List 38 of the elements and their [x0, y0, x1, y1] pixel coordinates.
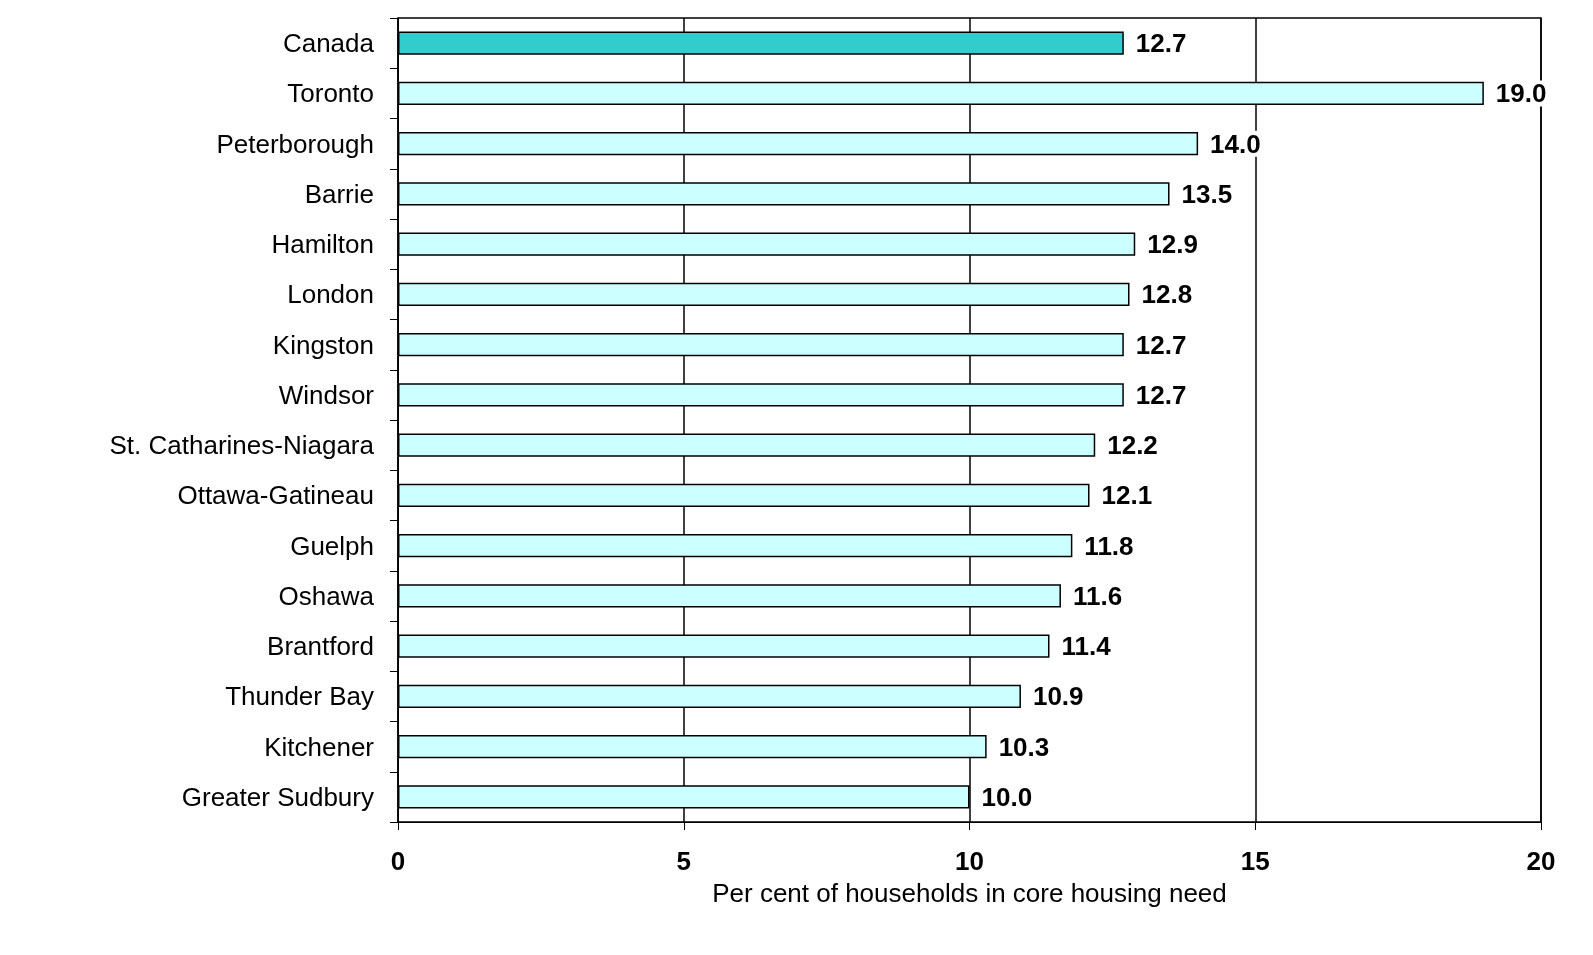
data-label: 12.1	[1101, 480, 1153, 511]
y-tick-label: Peterborough	[216, 128, 374, 159]
data-label: 12.7	[1135, 28, 1187, 59]
data-label: 12.8	[1141, 279, 1193, 310]
y-tick-label: Windsor	[278, 379, 375, 410]
data-label: 14.0	[1210, 128, 1261, 159]
x-tick-label: 20	[1526, 846, 1556, 876]
data-label: 12.9	[1147, 229, 1198, 260]
y-tick-label: Greater Sudbury	[181, 781, 374, 812]
data-label: 19.0	[1495, 78, 1547, 109]
y-tick-label: Canada	[282, 28, 375, 59]
data-label: 12.7	[1135, 329, 1187, 360]
data-label: 13.5	[1181, 178, 1233, 209]
y-tick-label: Oshawa	[278, 580, 375, 611]
data-label: 11.4	[1061, 631, 1112, 662]
x-tick-label: 5	[676, 846, 691, 876]
data-label: 11.6	[1072, 580, 1123, 611]
x-tick-label: 10	[955, 846, 984, 876]
x-tick-label: 15	[1240, 846, 1270, 876]
data-label: 12.2	[1107, 430, 1158, 461]
x-axis-title: Per cent of households in core housing need	[712, 878, 1227, 908]
y-tick-label: St. Catharines-Niagara	[109, 430, 375, 461]
y-tick-label: Guelph	[290, 530, 374, 561]
y-tick-label: Hamilton	[271, 229, 374, 260]
data-label: 11.8	[1084, 530, 1134, 561]
y-tick-label: Ottawa-Gatineau	[177, 480, 374, 511]
data-label: 10.0	[981, 781, 1033, 812]
y-tick-label: Kitchener	[264, 731, 375, 762]
y-tick-label: Kingston	[272, 329, 374, 360]
data-label: 12.7	[1135, 379, 1187, 410]
data-label: 10.3	[998, 731, 1050, 762]
data-label: 10.9	[1032, 681, 1084, 712]
y-tick-label: Brantford	[267, 631, 374, 662]
x-tick-label: 0	[390, 846, 406, 876]
y-tick-label: Barrie	[304, 178, 374, 209]
y-tick-label: London	[287, 279, 374, 310]
y-tick-label: Toronto	[287, 78, 374, 109]
y-tick-label: Thunder Bay	[225, 681, 374, 712]
